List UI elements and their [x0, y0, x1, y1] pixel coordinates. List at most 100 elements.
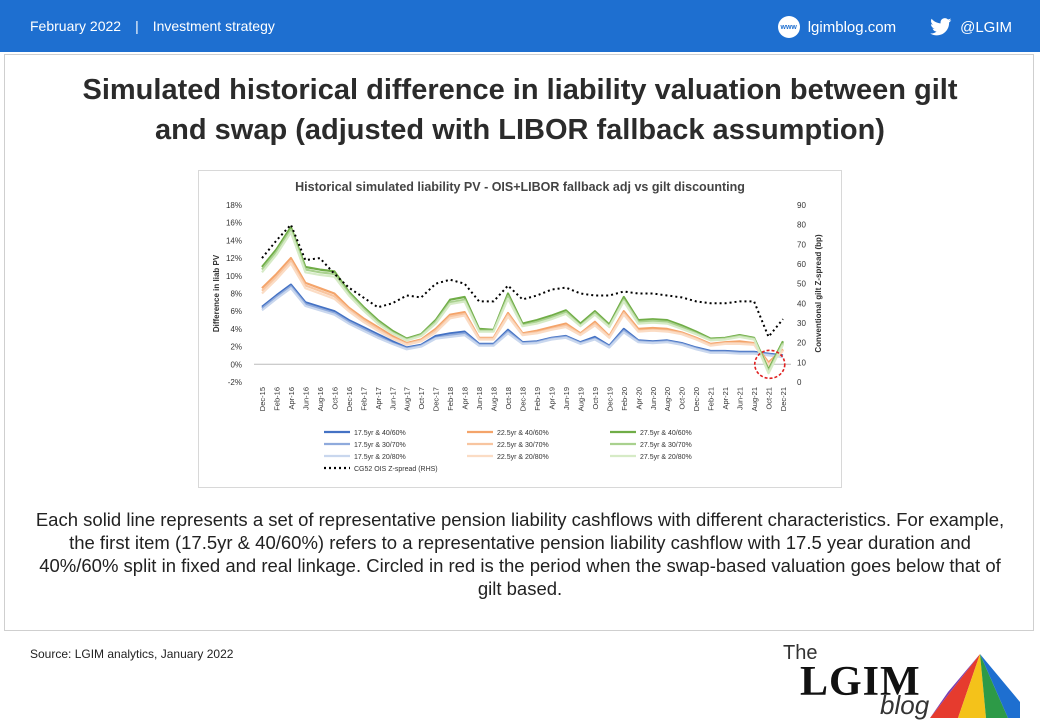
y2-tick-label: 70: [797, 240, 806, 249]
y-tick-label: 12%: [226, 254, 242, 263]
x-tick-label: Jun-17: [388, 387, 397, 410]
twitter-icon: [930, 18, 952, 36]
x-tick-label: Oct-16: [330, 387, 339, 410]
separator: |: [135, 18, 139, 34]
x-tick-label: Oct-19: [591, 387, 600, 410]
y2-tick-label: 90: [797, 201, 806, 210]
y2-tick-label: 30: [797, 319, 806, 328]
y2-tick-label: 0: [797, 378, 802, 387]
title-line-1: Simulated historical difference in liabi…: [82, 74, 958, 106]
y2-tick-label: 60: [797, 260, 806, 269]
chart-title: Historical simulated liability PV - OIS+…: [295, 180, 745, 194]
x-tick-label: Jun-19: [562, 387, 571, 410]
legend-label: CG52 OIS Z-spread (RHS): [354, 466, 438, 473]
y-tick-label: 10%: [226, 272, 242, 281]
x-tick-label: Aug-21: [750, 387, 759, 411]
x-tick-label: Oct-17: [417, 387, 426, 410]
x-tick-label: Dec-18: [519, 387, 528, 411]
x-tick-label: Dec-17: [432, 387, 441, 411]
x-tick-label: Oct-20: [678, 387, 687, 410]
site-link[interactable]: www lgimblog.com: [777, 16, 897, 38]
x-tick-label: Aug-16: [316, 387, 325, 411]
x-tick-label: Dec-15: [258, 387, 267, 411]
www-icon: www: [777, 16, 800, 38]
x-tick-label: Apr-18: [461, 387, 470, 410]
x-tick-label: Apr-21: [721, 387, 730, 410]
title-line-2: and swap (adjusted with LIBOR fallback a…: [155, 114, 885, 146]
y-tick-label: 14%: [226, 236, 242, 245]
x-tick-label: Jun-21: [736, 387, 745, 410]
x-tick-label: Apr-17: [374, 387, 383, 410]
y2-tick-label: 40: [797, 299, 806, 308]
twitter-handle: @LGIM: [960, 18, 1012, 36]
series-line-9: [261, 223, 784, 338]
series-line-3: [261, 256, 784, 364]
x-tick-label: Dec-16: [345, 387, 354, 411]
x-tick-label: Feb-17: [359, 387, 368, 411]
y-axis-label: Difference in liab PV: [212, 254, 221, 332]
y-tick-label: 6%: [230, 307, 242, 316]
x-tick-label: Apr-16: [287, 387, 296, 410]
x-tick-label: Dec-19: [605, 387, 614, 411]
x-tick-label: Oct-18: [504, 387, 513, 410]
y-tick-label: 4%: [230, 325, 242, 334]
x-tick-label: Feb-16: [272, 387, 281, 411]
y2-tick-label: 80: [797, 221, 806, 230]
x-tick-label: Dec-21: [779, 387, 788, 411]
legend-label: 22.5yr & 40/60%: [497, 430, 549, 437]
y2-axis-label: Conventional gilt Z-spread (bp): [814, 234, 823, 353]
x-tick-label: Feb-19: [533, 387, 542, 411]
y-tick-label: 0%: [230, 360, 242, 369]
y-tick-label: -2%: [228, 378, 242, 387]
logo-blog: blog: [880, 690, 930, 720]
legend-label: 27.5yr & 20/80%: [640, 454, 692, 461]
x-tick-label: Aug-19: [576, 387, 585, 411]
legend-label: 27.5yr & 30/70%: [640, 442, 692, 449]
logo-lgim: LGIM: [800, 659, 921, 705]
category-label: Investment strategy: [152, 18, 275, 34]
y-tick-label: 2%: [230, 343, 242, 352]
source-note: Source: LGIM analytics, January 2022: [30, 647, 234, 661]
x-tick-label: Feb-18: [446, 387, 455, 411]
x-tick-label: Feb-21: [707, 387, 716, 411]
body-paragraph: Each solid line represents a set of repr…: [35, 509, 1005, 599]
legend-label: 22.5yr & 30/70%: [497, 442, 549, 449]
umbrella-icon: [930, 654, 1020, 718]
legend-label: 17.5yr & 20/80%: [354, 454, 406, 461]
header-left: February 2022 | Investment strategy: [30, 18, 275, 34]
y-tick-label: 8%: [230, 290, 242, 299]
x-tick-label: Apr-19: [547, 387, 556, 410]
x-tick-label: Apr-20: [634, 387, 643, 410]
y2-tick-label: 20: [797, 339, 806, 348]
legend-label: 27.5yr & 40/60%: [640, 430, 692, 437]
x-tick-label: Aug-18: [490, 387, 499, 411]
slide-frame: [4, 54, 1034, 631]
highlight-circle: [753, 349, 786, 380]
x-tick-label: Oct-21: [765, 387, 774, 410]
legend-label: 22.5yr & 20/80%: [497, 454, 549, 461]
x-tick-label: Dec-20: [692, 387, 701, 411]
header-right: www lgimblog.com @LGIM: [777, 16, 1012, 38]
x-tick-label: Jun-20: [649, 387, 658, 410]
series-line-8: [261, 231, 784, 375]
legend-label: 17.5yr & 30/70%: [354, 442, 406, 449]
x-tick-label: Feb-20: [620, 387, 629, 411]
series-line-5: [261, 262, 784, 367]
logo-the: The: [783, 642, 818, 664]
y-tick-label: 16%: [226, 219, 242, 228]
liability-pv-chart: Historical simulated liability PV - OIS+…: [212, 180, 823, 473]
legend-label: 17.5yr & 40/60%: [354, 430, 406, 437]
twitter-link[interactable]: @LGIM: [930, 18, 1012, 36]
x-tick-label: Jun-16: [301, 387, 310, 410]
site-label: lgimblog.com: [807, 18, 897, 36]
x-tick-label: Aug-20: [663, 387, 672, 411]
y-tick-label: 18%: [226, 201, 242, 210]
lgim-blog-logo: The LGIM blog: [780, 640, 1020, 720]
y2-tick-label: 50: [797, 280, 806, 289]
x-tick-label: Aug-17: [403, 387, 412, 411]
date-label: February 2022: [30, 18, 122, 34]
x-tick-label: Jun-18: [475, 387, 484, 410]
header-bar: February 2022 | Investment strategy www …: [0, 0, 1040, 52]
series-line-2: [261, 287, 784, 359]
slide-title: Simulated historical difference in liabi…: [20, 70, 1020, 150]
